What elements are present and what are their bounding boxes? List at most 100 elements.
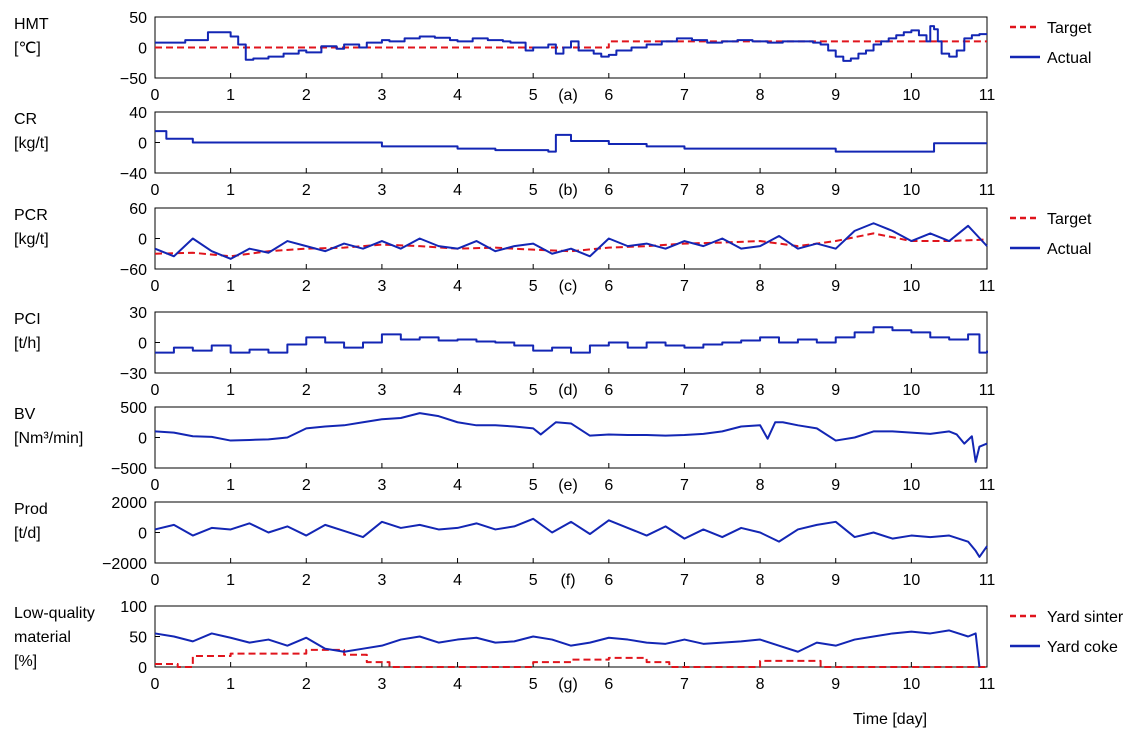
x-tick-label: 5 [529,87,538,104]
chart-panel: 300−300 1 2 3 4 5 6 7 8 9 10 11(d)PCI[t/h] [14,305,995,399]
y-axis-label: PCI [14,311,41,328]
x-tick-label: 1 [226,382,235,399]
x-tick-label: 0 [151,572,160,589]
x-tick-label: 6 [604,87,613,104]
x-tick-label: 6 [604,382,613,399]
x-tick-label: 0 [151,477,160,494]
x-tick-label: 4 [453,382,462,399]
series-line [155,130,987,153]
x-tick-label: 2 [302,572,311,589]
x-tick-label: 5 [529,572,538,589]
panel-label: (d) [558,382,578,399]
x-tick-label: 0 [151,182,160,199]
x-tick-label: 9 [831,278,840,295]
x-tick-label: 0 [151,278,160,295]
x-tick-label: 3 [377,87,386,104]
x-tick-label: 10 [902,278,920,295]
x-tick-label: 10 [902,676,920,693]
y-tick-label: −50 [120,71,147,88]
legend-label: Yard sinter [1047,609,1124,626]
plot-frame [154,311,988,374]
x-tick-label: 4 [453,278,462,295]
x-tick-label: 7 [680,182,689,199]
series-line [154,412,988,463]
y-tick-label: 0 [138,136,147,153]
y-axis-label: HMT [14,16,49,33]
panel-label: (f) [560,572,575,589]
series-line [154,629,981,668]
y-tick-label: −500 [111,461,147,478]
x-tick-label: 8 [756,382,765,399]
series-line [154,232,988,258]
x-tick-label: 6 [604,676,613,693]
y-axis-label: [kg/t] [14,135,49,152]
x-tick-label: 3 [377,382,386,399]
x-tick-label: 5 [529,382,538,399]
plot-frame [154,501,988,564]
x-tick-label: 7 [680,676,689,693]
y-tick-label: 60 [129,201,147,218]
series-line [154,222,988,260]
x-tick-label: 4 [453,572,462,589]
x-tick-label: 11 [979,477,996,494]
chart-panel: 500−500 1 2 3 4 5 6 7 8 9 10 11(a)HMT[℃]TargetActua… [14,10,1092,104]
x-tick-label: 11 [979,382,996,399]
y-axis-label: BV [14,406,36,423]
x-tick-label: 4 [453,477,462,494]
x-tick-label: 0 [151,382,160,399]
x-tick-label: 0 [151,676,160,693]
y-tick-label: 0 [138,41,147,58]
y-tick-label: 0 [138,431,147,448]
x-tick-label: 2 [302,87,311,104]
x-tick-label: 11 [979,182,996,199]
series-line [155,648,987,668]
x-tick-label: 8 [756,182,765,199]
x-tick-label: 1 [226,477,235,494]
y-tick-label: 0 [138,232,147,249]
y-tick-label: 100 [120,599,147,616]
x-tick-label: 2 [302,477,311,494]
y-axis-label: [kg/t] [14,231,49,248]
x-tick-label: 8 [756,87,765,104]
x-tick-label: 10 [902,477,920,494]
panel-label: (e) [558,477,578,494]
x-tick-label: 3 [377,182,386,199]
x-tick-label: 11 [979,87,996,104]
y-axis-label: PCR [14,207,48,224]
chart-panel: 600−600 1 2 3 4 5 6 7 8 9 10 11(c)PCR[kg/t]TargetAc… [14,201,1092,295]
x-tick-label: 5 [529,278,538,295]
y-tick-label: 0 [138,336,147,353]
x-tick-label: 4 [453,182,462,199]
panel-label: (b) [558,182,578,199]
x-tick-label: 1 [226,87,235,104]
y-tick-label: 50 [129,10,147,27]
x-tick-label: 1 [226,676,235,693]
x-tick-label: 8 [756,278,765,295]
x-tick-label: 4 [453,676,462,693]
x-tick-label: 7 [680,278,689,295]
x-tick-label: 9 [831,477,840,494]
legend-label: Target [1047,211,1092,228]
x-tick-label: 3 [377,572,386,589]
panel-label: (c) [559,278,578,295]
y-tick-label: 50 [129,630,147,647]
x-tick-label: 1 [226,182,235,199]
x-tick-label: 9 [831,676,840,693]
y-axis-label: Prod [14,501,48,518]
x-tick-label: 5 [529,182,538,199]
y-tick-label: 0 [138,660,147,677]
x-tick-label: 6 [604,572,613,589]
plot-frame [154,605,988,668]
legend-label: Actual [1047,50,1091,67]
x-tick-label: 4 [453,87,462,104]
y-axis-label: [%] [14,653,37,670]
y-tick-label: −60 [120,262,147,279]
x-tick-label: 7 [680,477,689,494]
legend-label: Target [1047,20,1092,37]
x-tick-label: 2 [302,676,311,693]
x-tick-label: 10 [902,382,920,399]
